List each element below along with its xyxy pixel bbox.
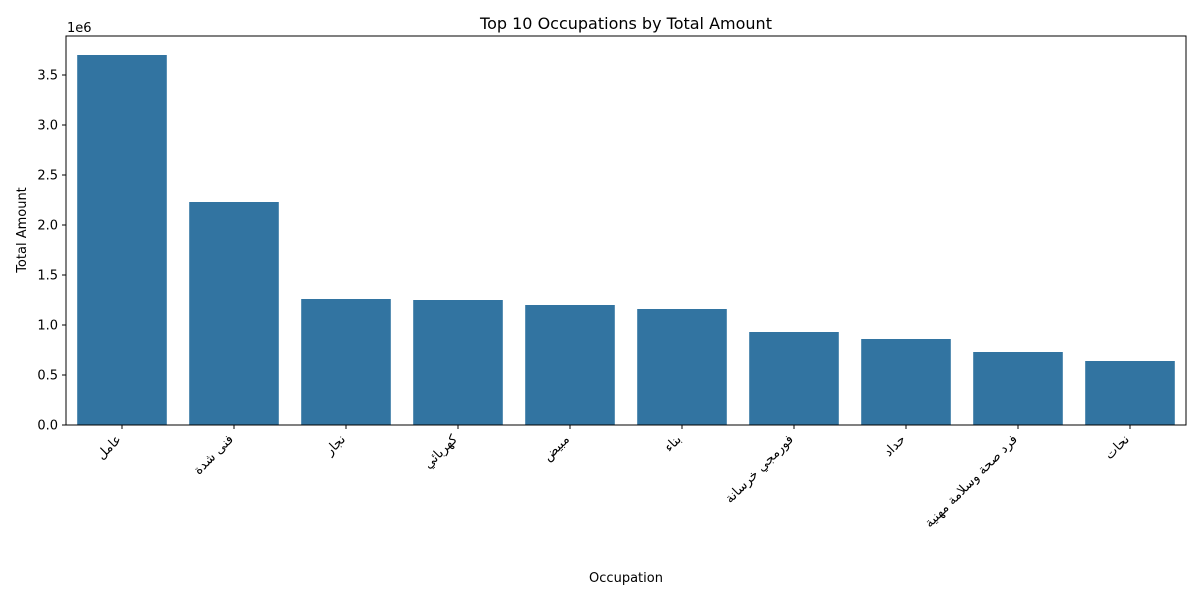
x-axis-label: Occupation (589, 571, 663, 586)
plot-area-frame (65, 35, 1187, 426)
bar (301, 299, 391, 425)
bar (749, 332, 839, 425)
y-tick-label: 1.5 (37, 269, 58, 284)
x-tick-label: فرد صحة وسلامة مهنية (922, 432, 1021, 531)
x-tick-label: فورمجي خرسانة (722, 432, 796, 506)
x-tick-label: نحات (1102, 432, 1133, 463)
x-tick-label: كهربائي (421, 432, 461, 472)
bar (973, 352, 1063, 425)
x-tick-label: حداد (881, 432, 909, 460)
y-tick-label: 1.0 (37, 319, 58, 334)
bar (413, 300, 503, 425)
bar (525, 305, 615, 425)
bar (1085, 361, 1175, 425)
y-tick-label: 2.5 (37, 169, 58, 184)
y-tick-label: 0.0 (37, 419, 58, 434)
chart-title: Top 10 Occupations by Total Amount (479, 14, 772, 33)
x-tick-label: مبيض (540, 432, 572, 464)
bar (637, 309, 727, 425)
y-axis-ticks: 0.0 0.5 1.0 1.5 2.0 2.5 3.0 3.5 (37, 69, 66, 434)
bars-group (77, 55, 1175, 425)
y-tick-label: 2.0 (37, 219, 58, 234)
y-tick-label: 3.5 (37, 69, 58, 84)
x-axis-ticks: عامل فنی شدة نجار كهربائي مبيض بناء فورمجي خرس… (94, 425, 1133, 531)
bar (861, 339, 951, 425)
y-axis-label: Total Amount (15, 187, 30, 274)
bar (189, 202, 279, 425)
x-tick-label: بناء (662, 432, 685, 455)
x-tick-label: نجار (322, 432, 349, 459)
x-tick-label: فنی شدة (191, 432, 237, 478)
y-axis-scale-label: 1e6 (67, 21, 92, 36)
bar (77, 55, 167, 425)
y-tick-label: 0.5 (37, 369, 58, 384)
y-tick-label: 3.0 (37, 119, 58, 134)
x-tick-label: عامل (94, 432, 125, 463)
